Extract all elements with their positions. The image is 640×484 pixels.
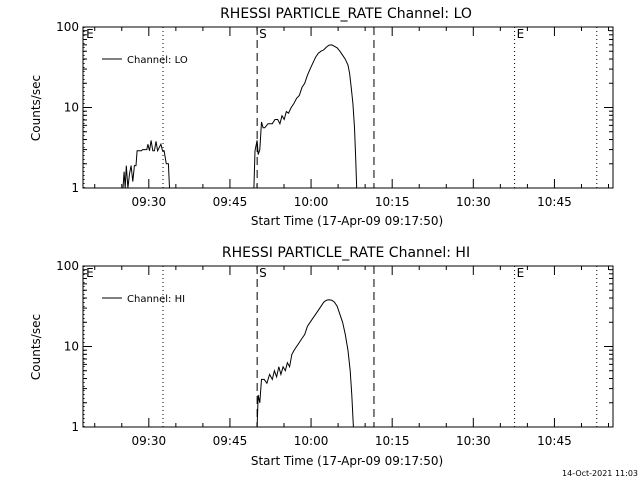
chart-title: RHESSI PARTICLE_RATE Channel: HI <box>222 245 470 261</box>
y-tick-label: 100 <box>56 259 79 273</box>
plot-panel-hi: RHESSI PARTICLE_RATE Channel: HI Counts/… <box>29 245 614 468</box>
time-marker-label: E <box>517 266 525 280</box>
plot-frame <box>82 26 614 189</box>
series-line <box>253 44 358 189</box>
time-marker-label: E <box>86 266 94 280</box>
x-tick-label: 09:45 <box>213 434 248 448</box>
data-series <box>256 299 354 428</box>
x-tick-label: 09:30 <box>132 195 167 209</box>
time-marker-label: E <box>517 27 525 41</box>
x-tick-label: 10:45 <box>537 195 572 209</box>
time-marker-label: E <box>86 27 94 41</box>
time-marker-label: S <box>259 27 267 41</box>
x-tick-label: 09:45 <box>213 195 248 209</box>
x-tick-label: 10:15 <box>375 195 410 209</box>
x-tick-label: 10:45 <box>537 434 572 448</box>
date-stamp: 14-Oct-2021 11:03 <box>562 469 638 478</box>
legend-label: Channel: LO <box>127 55 188 66</box>
x-tick-label: 09:30 <box>132 434 167 448</box>
y-axis-label: Counts/sec <box>29 75 43 141</box>
x-tick-label: 10:15 <box>375 434 410 448</box>
legend-label: Channel: HI <box>127 294 185 305</box>
x-axis-label: Start Time (17-Apr-09 09:17:50) <box>251 454 443 468</box>
y-tick-label: 1 <box>71 181 79 195</box>
x-tick-label: 10:00 <box>294 434 329 448</box>
data-series <box>122 44 358 189</box>
plot-panel-lo: RHESSI PARTICLE_RATE Channel: LO Counts/… <box>29 6 614 228</box>
legend: Channel: LO <box>102 55 188 66</box>
series-line <box>256 299 354 428</box>
x-tick-label: 10:00 <box>294 195 329 209</box>
y-ticks: 1 10 100 <box>56 259 613 434</box>
y-tick-label: 1 <box>71 420 79 434</box>
y-tick-label: 100 <box>56 20 79 34</box>
y-axis-label: Counts/sec <box>29 314 43 380</box>
series-line <box>122 140 170 189</box>
plot-frame <box>82 265 614 428</box>
y-tick-label: 10 <box>64 101 79 115</box>
legend: Channel: HI <box>102 294 185 305</box>
x-ticks: 09:30 09:45 10:00 10:15 10:30 10:45 <box>94 27 610 209</box>
y-tick-label: 10 <box>64 340 79 354</box>
x-tick-label: 10:30 <box>456 195 491 209</box>
time-marker-label: S <box>259 266 267 280</box>
x-ticks: 09:30 09:45 10:00 10:15 10:30 10:45 <box>94 266 610 448</box>
y-ticks: 1 10 100 <box>56 20 613 195</box>
x-axis-label: Start Time (17-Apr-09 09:17:50) <box>251 214 443 228</box>
x-tick-label: 10:30 <box>456 434 491 448</box>
chart-title: RHESSI PARTICLE_RATE Channel: LO <box>220 6 472 22</box>
